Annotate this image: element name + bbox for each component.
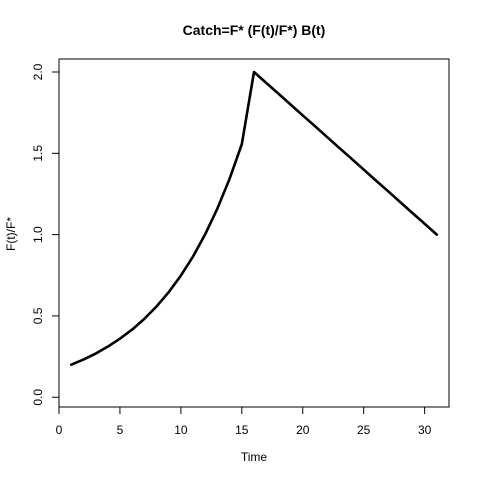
chart-title: Catch=F* (F(t)/F*) B(t) — [183, 22, 326, 38]
x-tick-label: 20 — [296, 423, 310, 437]
plot-area-frame — [59, 59, 449, 407]
y-tick-label: 0.5 — [31, 307, 45, 324]
x-tick-label: 0 — [56, 423, 63, 437]
x-tick-label: 25 — [357, 423, 371, 437]
x-tick-label: 5 — [117, 423, 124, 437]
x-tick-label: 10 — [174, 423, 188, 437]
series-line — [71, 72, 437, 365]
y-axis: 0.0 0.5 1.0 1.5 2.0 — [31, 63, 59, 405]
y-axis-label: F(t)/F* — [4, 217, 18, 251]
x-tick-label: 30 — [418, 423, 432, 437]
y-tick-label: 2.0 — [31, 63, 45, 80]
y-tick-label: 0.0 — [31, 389, 45, 406]
y-tick-label: 1.0 — [31, 226, 45, 243]
y-tick-label: 1.5 — [31, 145, 45, 162]
x-axis: 0 5 10 15 20 25 30 — [56, 407, 432, 437]
x-tick-label: 15 — [235, 423, 249, 437]
x-axis-label: Time — [241, 450, 268, 464]
